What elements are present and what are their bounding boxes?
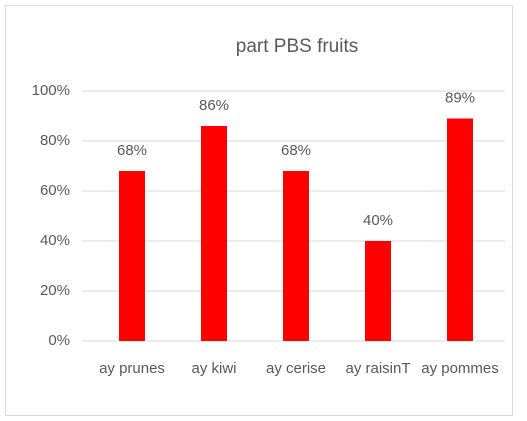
data-label: 40% bbox=[363, 212, 393, 229]
data-label: 89% bbox=[445, 89, 475, 106]
bar bbox=[201, 126, 227, 341]
data-label: 86% bbox=[199, 97, 229, 114]
bar bbox=[365, 241, 391, 341]
x-tick-label: ay pommes bbox=[421, 360, 499, 377]
x-tick-label: ay prunes bbox=[99, 360, 165, 377]
data-label: 68% bbox=[281, 142, 311, 159]
data-label: 68% bbox=[117, 142, 147, 159]
y-tick-label: 20% bbox=[40, 282, 70, 299]
x-tick-label: ay kiwi bbox=[191, 360, 237, 377]
bar bbox=[119, 171, 145, 341]
chart-border bbox=[5, 5, 513, 416]
y-tick-label: 40% bbox=[40, 232, 70, 249]
x-tick-label: ay raisinT bbox=[345, 360, 411, 377]
y-tick-label: 80% bbox=[40, 132, 70, 149]
x-tick-label: ay cerise bbox=[265, 360, 327, 377]
bar bbox=[283, 171, 309, 341]
y-tick-label: 0% bbox=[48, 332, 70, 349]
y-tick-label: 60% bbox=[40, 182, 70, 199]
bar bbox=[447, 118, 473, 341]
chart-title: part PBS fruits bbox=[236, 36, 359, 57]
y-tick-label: 100% bbox=[32, 82, 70, 99]
